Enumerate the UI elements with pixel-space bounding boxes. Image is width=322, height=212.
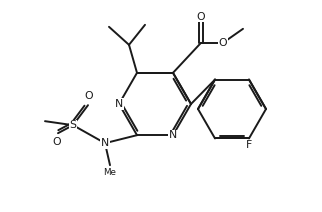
Text: O: O bbox=[53, 137, 61, 147]
Text: Me: Me bbox=[104, 168, 117, 177]
Text: N: N bbox=[169, 130, 177, 140]
Text: O: O bbox=[85, 91, 93, 101]
Text: F: F bbox=[246, 140, 252, 151]
Text: S: S bbox=[70, 120, 77, 130]
Text: N: N bbox=[101, 138, 109, 148]
Text: N: N bbox=[115, 99, 123, 109]
Text: O: O bbox=[197, 12, 205, 22]
Text: O: O bbox=[219, 38, 227, 48]
